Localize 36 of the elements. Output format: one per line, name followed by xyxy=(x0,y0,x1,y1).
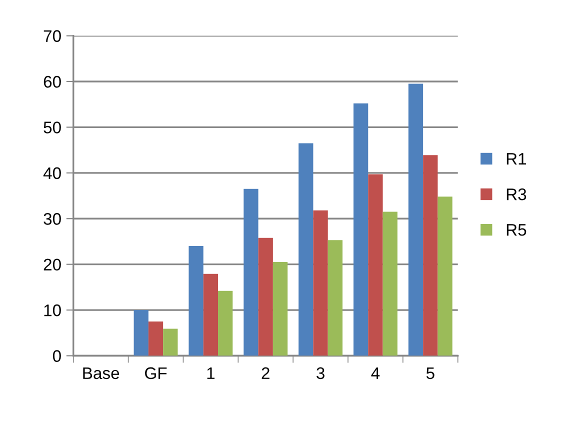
bar xyxy=(258,238,273,356)
bar xyxy=(203,274,218,356)
bar xyxy=(382,212,398,356)
legend-label: R5 xyxy=(506,224,526,236)
bar xyxy=(408,84,424,356)
bar xyxy=(354,103,368,356)
y-tick-label: 70 xyxy=(44,30,61,42)
y-tick-label: 0 xyxy=(52,350,61,362)
bar xyxy=(438,196,452,356)
y-tick-label: 40 xyxy=(43,167,61,180)
bar xyxy=(163,328,178,356)
x-tick-label: 3 xyxy=(316,367,324,380)
bar xyxy=(298,143,314,356)
bar xyxy=(272,262,288,356)
bar xyxy=(328,240,343,356)
y-tick-label: 10 xyxy=(44,304,61,316)
y-tick-label: 50 xyxy=(44,122,61,134)
x-tick-label: 2 xyxy=(262,367,270,379)
y-tick-label: 30 xyxy=(44,213,61,225)
x-tick-label: Base xyxy=(83,367,120,380)
bar xyxy=(313,210,328,356)
x-tick-label: 5 xyxy=(426,367,434,380)
bar xyxy=(244,188,258,356)
bar xyxy=(134,310,148,356)
x-tick-label: 4 xyxy=(371,367,380,379)
y-tick-label: 20 xyxy=(44,258,61,271)
bar xyxy=(423,155,438,356)
x-tick-label: GF xyxy=(145,367,167,380)
y-tick-label: 60 xyxy=(44,76,61,88)
bar xyxy=(368,174,383,356)
bar xyxy=(148,321,164,356)
legend-label: R3 xyxy=(506,188,526,200)
bar xyxy=(218,290,233,356)
bar xyxy=(188,246,204,356)
legend-label: R1 xyxy=(506,153,526,165)
x-tick-label: 1 xyxy=(207,367,215,379)
